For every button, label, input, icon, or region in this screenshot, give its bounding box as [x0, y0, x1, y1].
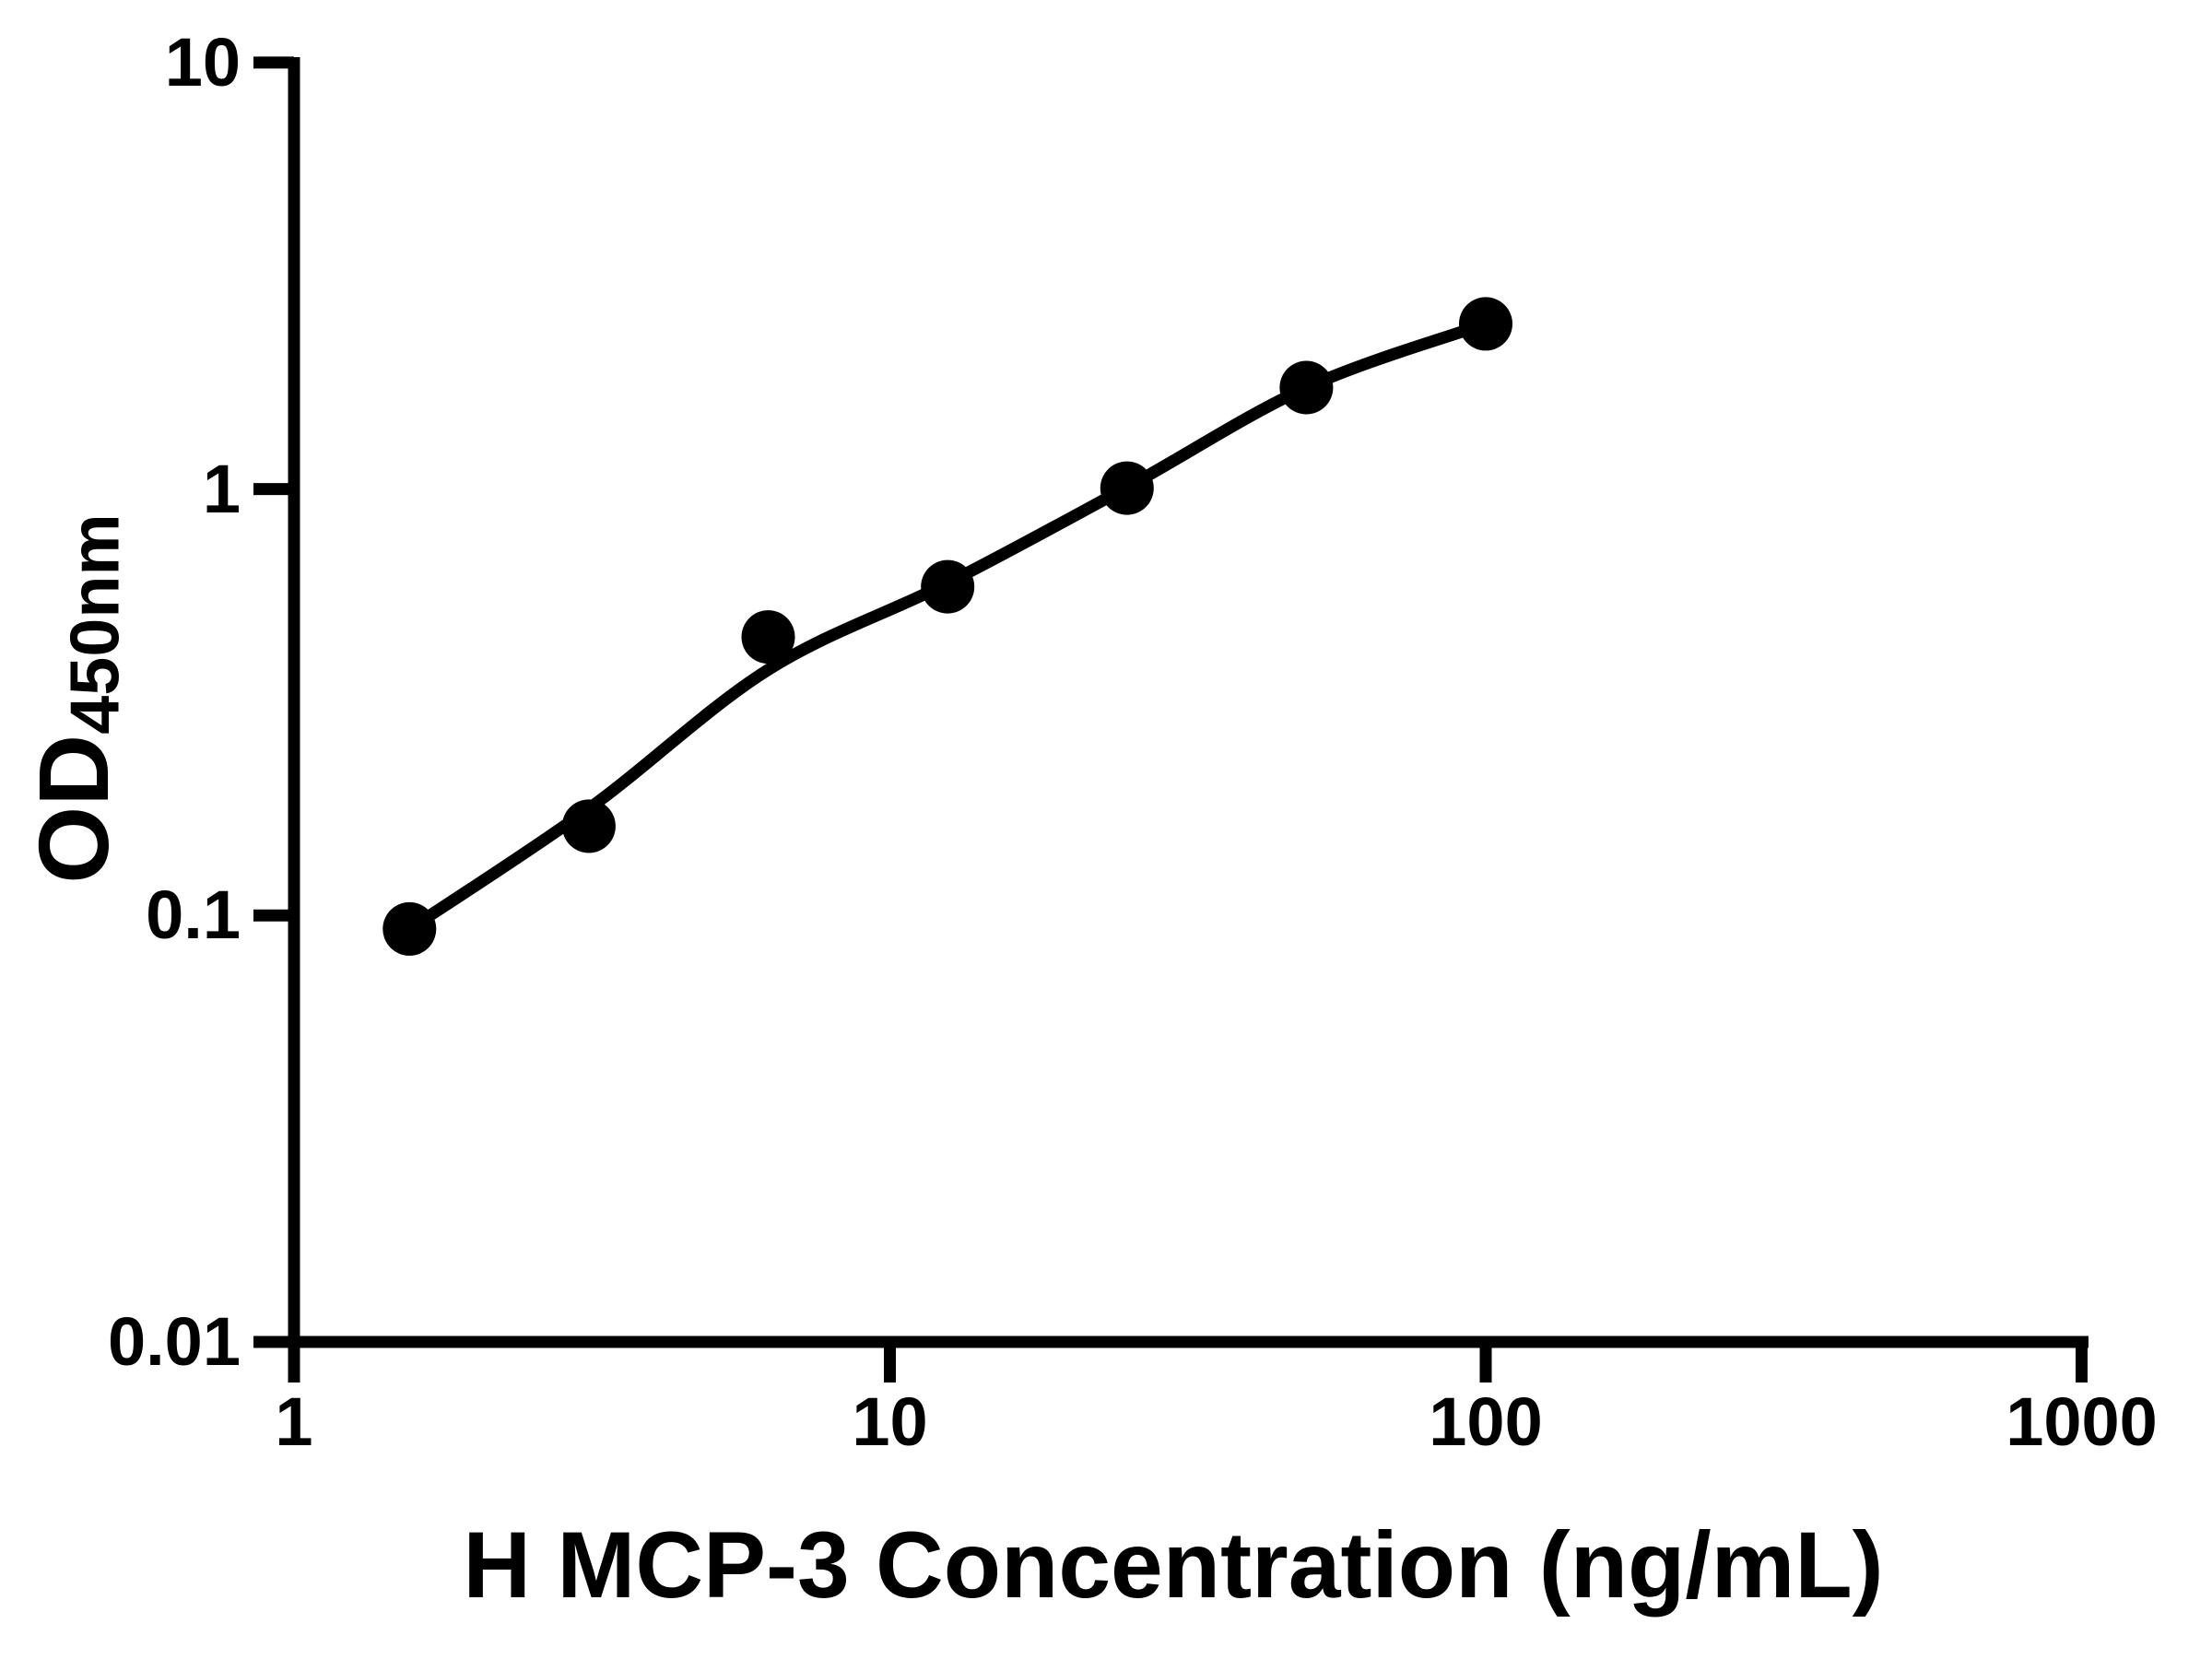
y-axis-title-main: OD	[18, 734, 130, 884]
data-point	[741, 610, 795, 665]
x-axis-title: H MCP-3 Concentration (ng/mL)	[463, 1512, 1884, 1618]
y-tick-label: 0.01	[107, 1303, 241, 1380]
y-tick-label: 0.1	[146, 877, 241, 954]
data-point	[1100, 461, 1154, 515]
y-axis-title: OD450nm	[18, 513, 135, 884]
x-tick-label: 10	[852, 1383, 928, 1460]
y-tick-label: 1	[202, 450, 241, 527]
data-point	[921, 559, 975, 614]
data-point	[1459, 297, 1512, 351]
y-axis-title-subscript: 450nm	[56, 513, 135, 735]
data-point	[1279, 360, 1334, 415]
x-tick-label: 1000	[2006, 1383, 2158, 1460]
data-point	[382, 901, 437, 956]
x-tick-label: 100	[1429, 1383, 1543, 1460]
x-tick-label: 1	[275, 1383, 313, 1460]
data-point	[561, 799, 616, 853]
y-tick-label: 10	[164, 23, 241, 100]
